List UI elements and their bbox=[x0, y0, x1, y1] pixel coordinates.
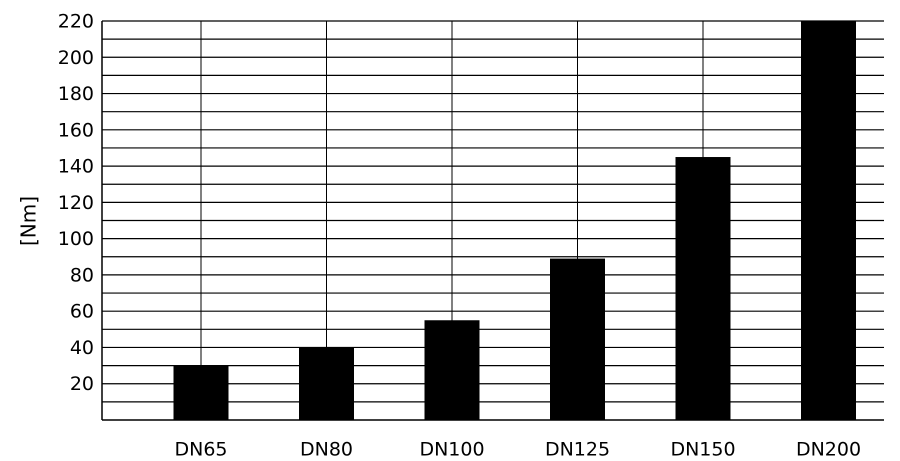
x-category-label: DN80 bbox=[300, 439, 353, 461]
gridlines bbox=[102, 20, 884, 420]
bar-dn65 bbox=[173, 365, 229, 420]
y-tick-label: 40 bbox=[70, 337, 94, 359]
y-tick-label: 220 bbox=[58, 11, 94, 33]
y-tick-label: 140 bbox=[58, 156, 94, 178]
bar-dn200 bbox=[801, 21, 856, 420]
y-tick-label: 60 bbox=[70, 301, 94, 323]
y-axis-label: [Nm] bbox=[17, 196, 41, 246]
bar-dn80 bbox=[299, 347, 354, 420]
x-category-label: DN200 bbox=[796, 439, 861, 461]
bar-dn100 bbox=[424, 320, 480, 420]
y-tick-label: 100 bbox=[58, 228, 94, 250]
x-category-label: DN150 bbox=[670, 439, 735, 461]
x-category-labels: DN65 DN80 DN100 DN125 DN150 DN200 bbox=[174, 439, 861, 461]
y-tick-label: 180 bbox=[58, 83, 94, 105]
axes bbox=[101, 21, 884, 421]
y-tick-label: 80 bbox=[70, 264, 94, 286]
bars bbox=[173, 21, 856, 421]
y-tick-labels: 20 40 60 80 100 120 140 160 180 200 220 bbox=[58, 11, 94, 396]
bar-dn125 bbox=[550, 258, 605, 420]
y-tick-label: 160 bbox=[58, 119, 94, 141]
bar-dn150 bbox=[675, 157, 731, 421]
y-tick-label: 120 bbox=[58, 192, 94, 214]
y-tick-label: 200 bbox=[58, 47, 94, 69]
y-tick-label: 20 bbox=[70, 373, 94, 395]
x-category-label: DN125 bbox=[545, 439, 610, 461]
x-category-label: DN65 bbox=[174, 439, 227, 461]
x-category-label: DN100 bbox=[419, 439, 484, 461]
